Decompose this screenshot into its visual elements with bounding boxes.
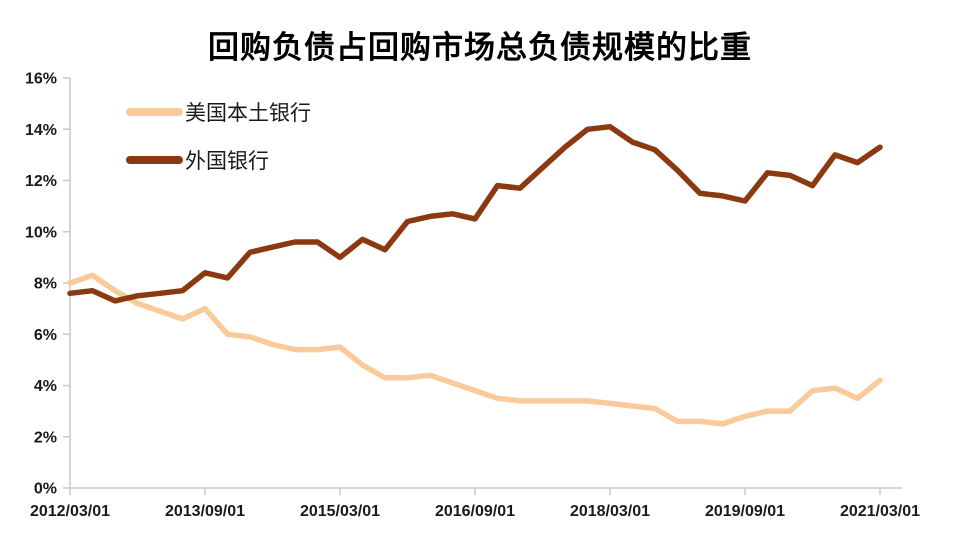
legend-item-us-banks: 美国本土银行 [126, 98, 311, 126]
y-tick-label: 14% [25, 122, 57, 139]
y-tick-label: 16% [25, 71, 57, 88]
y-tick-label: 4% [34, 378, 57, 395]
chart-title: 回购负债占回购市场总负债规模的比重 [208, 30, 752, 65]
legend-swatch-us-banks-icon [126, 108, 183, 116]
y-tick-label: 12% [25, 173, 57, 190]
y-tick-label: 8% [34, 276, 57, 293]
x-tick-label: 2013/09/01 [165, 503, 245, 520]
legend-item-foreign-banks: 外国银行 [126, 146, 311, 174]
x-tick-label: 2012/03/01 [30, 503, 110, 520]
y-tick-label: 10% [25, 224, 57, 241]
x-tick-label: 2021/03/01 [840, 503, 920, 520]
y-tick-label: 6% [34, 327, 57, 344]
chart-legend: 美国本土银行 外国银行 [126, 98, 311, 194]
x-tick-label: 2018/03/01 [570, 503, 650, 520]
x-tick-label: 2019/09/01 [705, 503, 785, 520]
x-tick-label: 2015/03/01 [300, 503, 380, 520]
series-line-1 [67, 123, 883, 304]
y-tick-label: 0% [34, 481, 57, 498]
legend-label-us-banks: 美国本土银行 [185, 102, 311, 125]
y-tick-label: 2% [34, 429, 57, 446]
legend-label-foreign-banks: 外国银行 [185, 150, 269, 173]
legend-swatch-foreign-banks-icon [126, 156, 183, 164]
x-tick-label: 2016/09/01 [435, 503, 515, 520]
series-line-0 [67, 272, 883, 427]
